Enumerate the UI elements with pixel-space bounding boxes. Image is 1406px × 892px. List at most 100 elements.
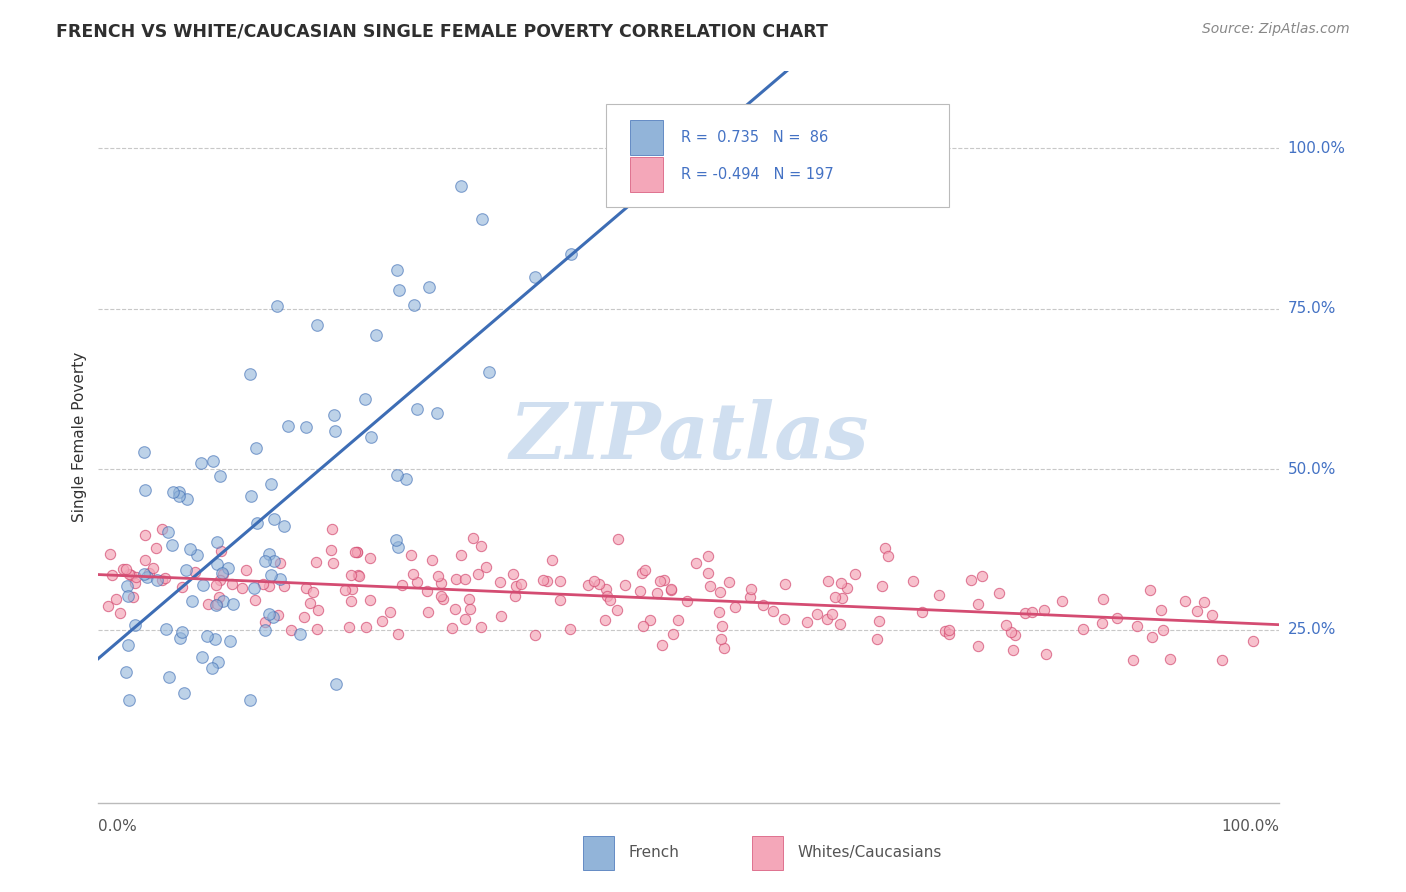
Point — [666, 613, 689, 627]
Point — [245, 441, 267, 455]
Point — [387, 467, 409, 482]
Point — [588, 576, 610, 591]
Point — [901, 574, 924, 589]
Point — [446, 572, 468, 586]
Point — [155, 623, 177, 637]
Point — [966, 597, 988, 611]
Point — [305, 318, 328, 333]
Point — [709, 585, 731, 599]
Point — [1126, 619, 1149, 633]
Point — [209, 468, 232, 483]
Point — [593, 613, 616, 627]
Point — [207, 597, 229, 611]
Point — [830, 576, 852, 591]
Point — [1159, 651, 1181, 665]
Point — [454, 573, 477, 587]
Point — [471, 211, 494, 226]
Point — [426, 406, 449, 420]
Text: FRENCH VS WHITE/CAUCASIAN SINGLE FEMALE POVERTY CORRELATION CHART: FRENCH VS WHITE/CAUCASIAN SINGLE FEMALE … — [56, 22, 828, 40]
Point — [614, 578, 637, 592]
Point — [243, 593, 266, 607]
Point — [295, 581, 318, 595]
Point — [1091, 591, 1114, 606]
Point — [1201, 608, 1223, 623]
Text: ZIPatlas: ZIPatlas — [509, 399, 869, 475]
Point — [243, 581, 266, 595]
Point — [120, 568, 142, 582]
Point — [108, 606, 131, 620]
Point — [752, 598, 775, 612]
Point — [115, 579, 138, 593]
Point — [443, 602, 465, 616]
Point — [153, 571, 176, 585]
Point — [239, 489, 262, 503]
Point — [536, 574, 558, 588]
Point — [337, 620, 360, 634]
Point — [385, 263, 408, 277]
Point — [402, 566, 425, 581]
Point — [548, 574, 571, 588]
Point — [193, 577, 215, 591]
Point — [239, 693, 262, 707]
Text: 100.0%: 100.0% — [1288, 141, 1346, 156]
Point — [454, 612, 477, 626]
Point — [387, 540, 409, 554]
Point — [911, 605, 934, 619]
Point — [136, 569, 159, 583]
Point — [204, 632, 226, 646]
Point — [1021, 605, 1043, 619]
Point — [134, 483, 156, 498]
Point — [1211, 653, 1233, 667]
Point — [301, 585, 323, 599]
Point — [876, 549, 898, 563]
Point — [651, 638, 673, 652]
Point — [262, 609, 284, 624]
Point — [160, 538, 183, 552]
Point — [104, 592, 127, 607]
Point — [474, 559, 496, 574]
Point — [205, 534, 228, 549]
Point — [831, 591, 853, 605]
Point — [360, 430, 382, 444]
Point — [273, 579, 295, 593]
Point — [184, 565, 207, 579]
Point — [987, 585, 1010, 599]
Point — [576, 577, 599, 591]
Point — [928, 588, 950, 602]
Point — [934, 624, 956, 638]
Point — [450, 178, 472, 193]
Text: R = -0.494   N = 197: R = -0.494 N = 197 — [681, 167, 834, 182]
Point — [416, 605, 439, 619]
Point — [195, 629, 218, 643]
Point — [631, 618, 654, 632]
Text: 75.0%: 75.0% — [1288, 301, 1336, 317]
FancyBboxPatch shape — [606, 104, 949, 207]
Point — [661, 626, 683, 640]
Point — [117, 589, 139, 603]
Point — [339, 567, 361, 582]
Point — [134, 553, 156, 567]
Point — [347, 567, 370, 582]
Point — [209, 573, 232, 587]
Point — [762, 604, 785, 618]
Point — [596, 589, 619, 603]
Point — [201, 453, 224, 467]
Point — [1192, 595, 1215, 609]
Point — [697, 549, 720, 563]
Point — [176, 492, 198, 507]
Point — [583, 574, 606, 589]
Point — [217, 560, 239, 574]
Point — [146, 573, 169, 587]
Point — [260, 476, 283, 491]
Point — [796, 615, 818, 629]
Point — [420, 553, 443, 567]
Point — [181, 594, 204, 608]
Point — [630, 583, 652, 598]
Point — [288, 627, 311, 641]
Point — [502, 566, 524, 581]
Point — [263, 554, 285, 568]
Point — [718, 575, 741, 590]
Point — [145, 541, 167, 555]
Point — [257, 607, 280, 622]
Point — [292, 609, 315, 624]
